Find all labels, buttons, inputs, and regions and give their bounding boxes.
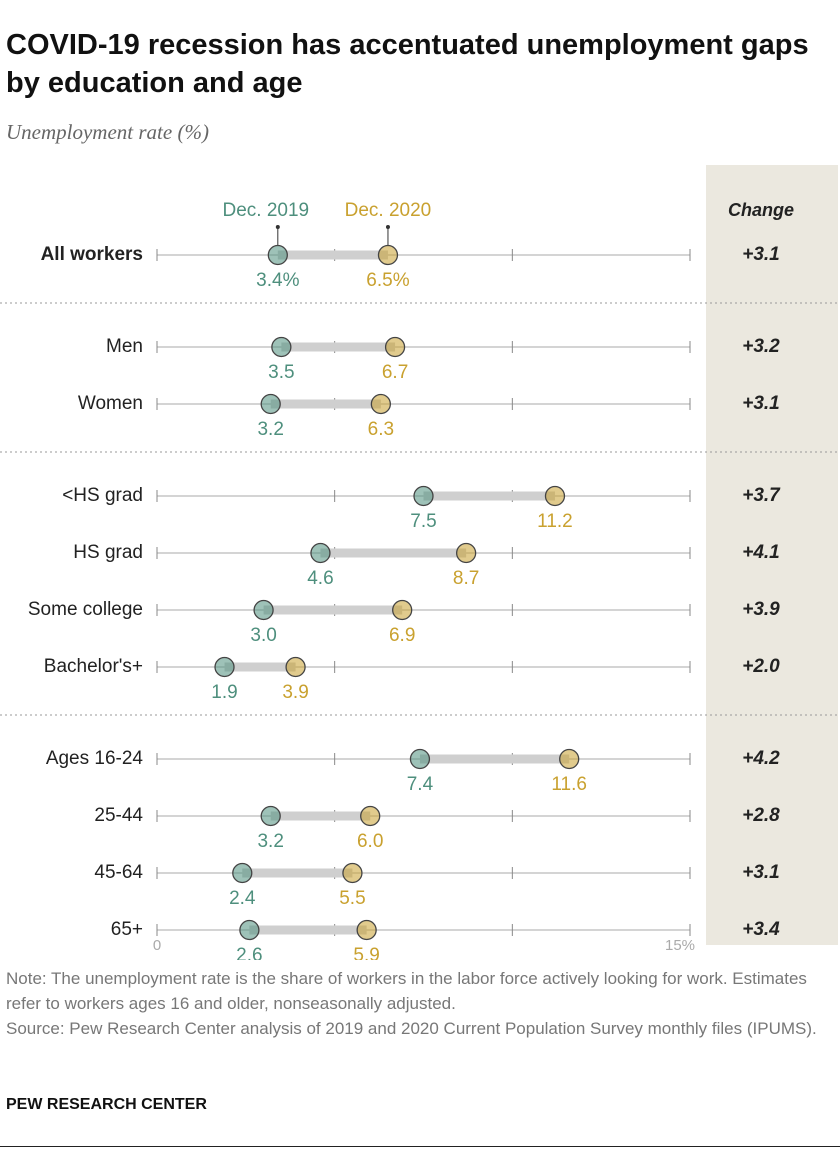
dot: [370, 393, 392, 415]
value-label: 6.3: [368, 419, 394, 440]
category-label: Some college: [28, 599, 143, 620]
dot: [392, 599, 413, 621]
value-label: 3.2: [257, 831, 283, 852]
category-label: Bachelor's+: [44, 656, 143, 677]
value-label: 2.6: [236, 945, 262, 960]
value-label: 5.9: [353, 945, 379, 960]
change-header: Change: [728, 200, 794, 220]
value-label: 3.5: [268, 362, 294, 383]
change-column-background: [706, 165, 838, 945]
change-label: +3.1: [742, 862, 780, 883]
chart-title: COVID-19 recession has accentuated unemp…: [6, 29, 809, 99]
value-label: 11.6: [551, 774, 587, 795]
value-label: 3.4%: [256, 270, 299, 291]
value-label: 5.5: [339, 888, 365, 909]
dot: [260, 805, 281, 827]
value-label: 1.9: [211, 682, 237, 703]
category-label: Ages 16-24: [46, 748, 144, 769]
dot: [342, 862, 363, 884]
legend-entry: Dec. 2020: [345, 200, 432, 221]
note: Note: The unemployment rate is the share…: [6, 966, 834, 1041]
legend-leader-dot: [385, 225, 390, 229]
category-label: 65+: [111, 919, 143, 940]
category-label: Men: [106, 336, 143, 357]
dot: [559, 748, 580, 770]
change-label: +3.2: [742, 336, 780, 357]
dot: [413, 485, 434, 507]
value-label: 8.7: [453, 568, 479, 589]
change-label: +4.1: [742, 542, 780, 563]
value-label: 7.5: [410, 511, 436, 532]
dot: [356, 919, 377, 941]
dot: [214, 656, 235, 678]
change-label: +3.1: [742, 393, 780, 414]
value-label: 6.9: [389, 625, 415, 646]
value-label: 7.4: [407, 774, 434, 795]
change-label: +3.9: [742, 599, 780, 620]
value-label: 4.6: [307, 568, 333, 589]
change-label: +3.1: [742, 244, 780, 265]
dot: [260, 393, 281, 415]
dot: [544, 485, 566, 507]
dot: [360, 805, 381, 827]
value-label: 6.7: [382, 362, 408, 383]
value-label: 6.5%: [366, 270, 409, 291]
footer: PEW RESEARCH CENTER: [6, 1096, 207, 1113]
change-label: +2.8: [742, 805, 780, 826]
change-label: +3.4: [742, 919, 780, 940]
category-label: 45-64: [94, 862, 143, 883]
note-text: Note: The unemployment rate is the share…: [6, 969, 807, 1013]
change-label: +2.0: [742, 656, 780, 677]
x-tick-label: 15%: [665, 937, 695, 954]
category-label: Women: [78, 393, 143, 414]
source-text: Source: Pew Research Center analysis of …: [6, 1019, 817, 1038]
chart-subtitle: Unemployment rate (%): [6, 120, 209, 144]
legend-entry: Dec. 2019: [223, 200, 310, 221]
category-label: All workers: [41, 244, 143, 265]
dot: [310, 542, 331, 564]
dot: [232, 862, 253, 884]
dot: [239, 919, 260, 941]
chart: Change 0 15% All workers 3.4% 6.5% +3.1 Men 3.5…: [0, 165, 840, 960]
category-label: <HS grad: [62, 485, 143, 506]
legend-leader-dot: [275, 225, 280, 229]
value-label: 3.9: [282, 682, 308, 703]
dot: [267, 244, 288, 266]
change-label: +3.7: [742, 485, 781, 506]
dot: [253, 599, 274, 621]
value-label: 3.2: [257, 419, 283, 440]
x-tick-label: 0: [153, 937, 161, 954]
value-label: 3.0: [250, 625, 276, 646]
dot: [285, 656, 306, 678]
dot: [377, 244, 399, 266]
value-label: 2.4: [229, 888, 256, 909]
dot: [455, 542, 477, 564]
bottom-rule: [0, 1146, 840, 1147]
dot: [384, 336, 406, 358]
category-label: HS grad: [73, 542, 143, 563]
category-label: 25-44: [94, 805, 143, 826]
value-label: 6.0: [357, 831, 383, 852]
dot: [271, 336, 292, 358]
value-label: 11.2: [537, 511, 573, 532]
dot: [409, 748, 431, 770]
change-label: +4.2: [742, 748, 780, 769]
